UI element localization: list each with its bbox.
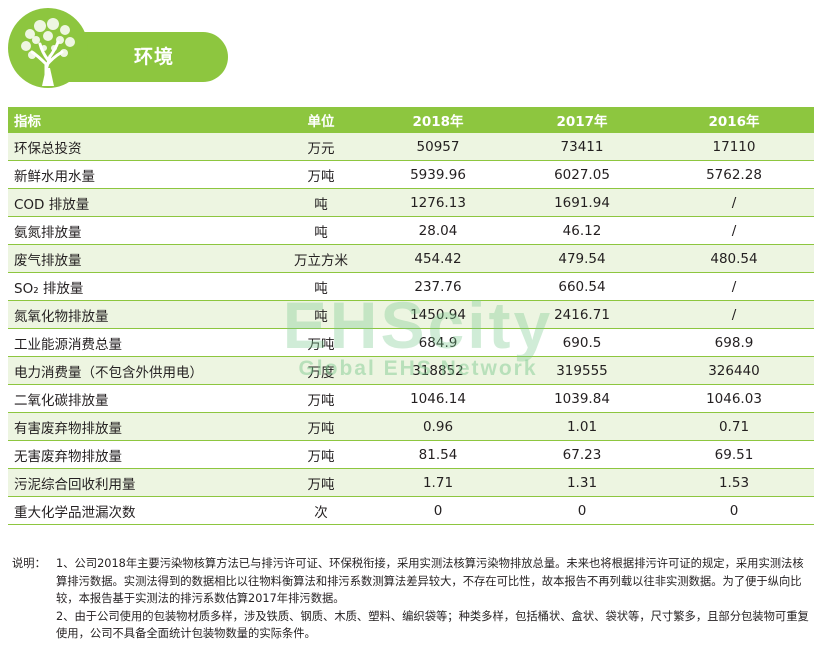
- value-2018-cell: 1450.94: [366, 300, 510, 329]
- unit-cell: 万吨: [276, 440, 366, 469]
- section-header: 环境: [8, 8, 228, 92]
- value-2018-cell: 5939.96: [366, 160, 510, 189]
- table-row: 污泥综合回收利用量 万吨 1.71 1.31 1.53: [8, 468, 814, 497]
- section-title: 环境: [134, 46, 175, 68]
- indicator-cell: 氨氮排放量: [8, 216, 276, 245]
- table-row: 新鲜水用水量 万吨 5939.96 6027.05 5762.28: [8, 160, 814, 189]
- value-2017-cell: 6027.05: [510, 160, 654, 189]
- indicator-cell: 电力消费量（不包含外供用电）: [8, 356, 276, 385]
- value-2017-cell: 2416.71: [510, 300, 654, 329]
- value-2018-cell: 237.76: [366, 272, 510, 301]
- value-2018-cell: 1.71: [366, 468, 510, 497]
- value-2017-cell: 690.5: [510, 328, 654, 357]
- notes-label: 说明：: [12, 557, 46, 570]
- unit-cell: 万吨: [276, 328, 366, 357]
- table-row: 无害废弃物排放量 万吨 81.54 67.23 69.51: [8, 440, 814, 469]
- value-2016-cell: /: [654, 188, 814, 217]
- value-2017-cell: 1039.84: [510, 384, 654, 413]
- indicator-cell: 氮氧化物排放量: [8, 300, 276, 329]
- value-2018-cell: 318852: [366, 356, 510, 385]
- table-row: 电力消费量（不包含外供用电） 万度 318852 319555 326440: [8, 356, 814, 385]
- unit-cell: 吨: [276, 216, 366, 245]
- note-item: 2、由于公司使用的包装物材质多样，涉及铁质、钢质、木质、塑料、编织袋等；种类多样…: [56, 609, 809, 641]
- note-item: 1、公司2018年主要污染物核算方法已与排污许可证、环保税衔接，采用实测法核算污…: [56, 557, 804, 605]
- value-2016-cell: /: [654, 216, 814, 245]
- value-2018-cell: 1276.13: [366, 188, 510, 217]
- value-2017-cell: 46.12: [510, 216, 654, 245]
- value-2017-cell: 1.01: [510, 412, 654, 441]
- value-2016-cell: /: [654, 272, 814, 301]
- value-2016-cell: 0.71: [654, 412, 814, 441]
- unit-cell: 次: [276, 496, 366, 525]
- indicator-cell: COD 排放量: [8, 188, 276, 217]
- value-2016-cell: 480.54: [654, 244, 814, 273]
- value-2018-cell: 1046.14: [366, 384, 510, 413]
- header-unit: 单位: [276, 107, 366, 133]
- value-2018-cell: 28.04: [366, 216, 510, 245]
- table-row: SO₂ 排放量吨 237.76 660.54/: [8, 272, 814, 301]
- indicator-cell: 重大化学品泄漏次数: [8, 496, 276, 525]
- indicator-cell: 废气排放量: [8, 244, 276, 273]
- value-2016-cell: 69.51: [654, 440, 814, 469]
- table-row: COD 排放量吨 1276.13 1691.94/: [8, 188, 814, 217]
- environment-data-table: 指标 单位 2018年 2017年 2016年 环保总投资 万元 50957 7341…: [8, 107, 814, 525]
- value-2016-cell: 5762.28: [654, 160, 814, 189]
- value-2017-cell: 660.54: [510, 272, 654, 301]
- value-2017-cell: 1691.94: [510, 188, 654, 217]
- table-row: 氨氮排放量吨 28.04 46.12/: [8, 216, 814, 245]
- value-2016-cell: 0: [654, 496, 814, 525]
- value-2018-cell: 0.96: [366, 412, 510, 441]
- indicator-cell: 新鲜水用水量: [8, 160, 276, 189]
- table-row: 环保总投资 万元 50957 73411 17110: [8, 133, 814, 161]
- indicator-cell: 工业能源消费总量: [8, 328, 276, 357]
- unit-cell: 万立方米: [276, 244, 366, 273]
- value-2016-cell: 326440: [654, 356, 814, 385]
- header-year-2018: 2018年: [366, 107, 510, 133]
- value-2017-cell: 1.31: [510, 468, 654, 497]
- value-2018-cell: 0: [366, 496, 510, 525]
- table-row: 二氧化碳排放量 万吨 1046.14 1039.84 1046.03: [8, 384, 814, 413]
- unit-cell: 万度: [276, 356, 366, 385]
- value-2017-cell: 73411: [510, 133, 654, 161]
- table-row: 氮氧化物排放量吨 1450.94 2416.71/: [8, 300, 814, 329]
- table-row: 重大化学品泄漏次数次 0 0 0: [8, 496, 814, 525]
- unit-cell: 万吨: [276, 412, 366, 441]
- unit-cell: 万吨: [276, 160, 366, 189]
- indicator-cell: SO₂ 排放量: [8, 272, 276, 301]
- indicator-cell: 无害废弃物排放量: [8, 440, 276, 469]
- value-2017-cell: 67.23: [510, 440, 654, 469]
- notes-body: 1、公司2018年主要污染物核算方法已与排污许可证、环保税衔接，采用实测法核算污…: [56, 555, 812, 643]
- value-2016-cell: /: [654, 300, 814, 329]
- value-2018-cell: 81.54: [366, 440, 510, 469]
- header-year-2017: 2017年: [510, 107, 654, 133]
- tree-icon: [8, 8, 88, 88]
- indicator-cell: 环保总投资: [8, 133, 276, 161]
- header-year-2016: 2016年: [654, 107, 814, 133]
- table-row: 废气排放量 万立方米 454.42 479.54 480.54: [8, 244, 814, 273]
- table-row: 工业能源消费总量 万吨 684.9 690.5 698.9: [8, 328, 814, 357]
- value-2017-cell: 319555: [510, 356, 654, 385]
- value-2016-cell: 1046.03: [654, 384, 814, 413]
- indicator-cell: 污泥综合回收利用量: [8, 468, 276, 497]
- header-indicator: 指标: [8, 107, 276, 133]
- value-2017-cell: 0: [510, 496, 654, 525]
- value-2016-cell: 17110: [654, 133, 814, 161]
- table-header-row: 指标 单位 2018年 2017年 2016年: [8, 107, 814, 133]
- value-2016-cell: 698.9: [654, 328, 814, 357]
- unit-cell: 万元: [276, 133, 366, 161]
- indicator-cell: 二氧化碳排放量: [8, 384, 276, 413]
- value-2018-cell: 454.42: [366, 244, 510, 273]
- unit-cell: 吨: [276, 300, 366, 329]
- unit-cell: 吨: [276, 272, 366, 301]
- indicator-cell: 有害废弃物排放量: [8, 412, 276, 441]
- table-row: 有害废弃物排放量 万吨 0.96 1.01 0.71: [8, 412, 814, 441]
- unit-cell: 万吨: [276, 384, 366, 413]
- value-2018-cell: 684.9: [366, 328, 510, 357]
- value-2018-cell: 50957: [366, 133, 510, 161]
- unit-cell: 吨: [276, 188, 366, 217]
- value-2017-cell: 479.54: [510, 244, 654, 273]
- value-2016-cell: 1.53: [654, 468, 814, 497]
- unit-cell: 万吨: [276, 468, 366, 497]
